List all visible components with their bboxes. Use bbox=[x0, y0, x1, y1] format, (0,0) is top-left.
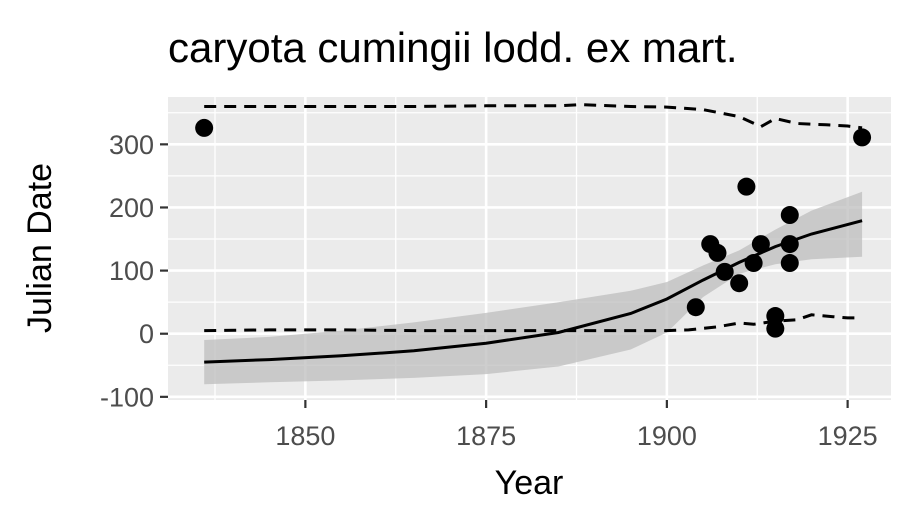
data-point bbox=[715, 262, 734, 281]
x-tick-label: 1850 bbox=[275, 421, 335, 451]
x-tick-label: 1925 bbox=[818, 421, 878, 451]
chart-title: caryota cumingii lodd. ex mart. bbox=[168, 24, 738, 71]
y-tick-label: -100 bbox=[100, 382, 154, 412]
axes-layer: 1850 1875 1900 1925 -100 0 100 200 300 bbox=[100, 130, 878, 451]
data-point bbox=[780, 235, 799, 254]
y-tick-label: 200 bbox=[109, 193, 154, 223]
data-point bbox=[730, 274, 749, 293]
data-point bbox=[744, 254, 763, 273]
data-point bbox=[686, 298, 705, 317]
data-point bbox=[708, 243, 727, 262]
y-axis-title: Julian Date bbox=[21, 163, 59, 333]
fit-line bbox=[204, 219, 863, 364]
data-point bbox=[780, 254, 799, 273]
data-point bbox=[853, 128, 872, 147]
x-axis-title: Year bbox=[495, 464, 564, 502]
x-tick-label: 1875 bbox=[456, 421, 516, 451]
y-tick-label: 100 bbox=[109, 256, 154, 286]
upper-quantile-line bbox=[204, 103, 863, 130]
y-tick-label: 0 bbox=[139, 319, 154, 349]
points-layer bbox=[195, 118, 872, 338]
data-point bbox=[780, 206, 799, 225]
data-point bbox=[751, 235, 770, 254]
y-tick-label: 300 bbox=[109, 130, 154, 160]
lines-layer bbox=[204, 103, 863, 364]
x-tick-label: 1900 bbox=[637, 421, 697, 451]
data-point bbox=[766, 307, 785, 326]
data-point bbox=[195, 118, 214, 137]
data-point bbox=[737, 177, 756, 196]
data-point bbox=[766, 319, 785, 338]
confidence-band bbox=[204, 191, 863, 385]
confidence-band-layer bbox=[204, 191, 863, 385]
